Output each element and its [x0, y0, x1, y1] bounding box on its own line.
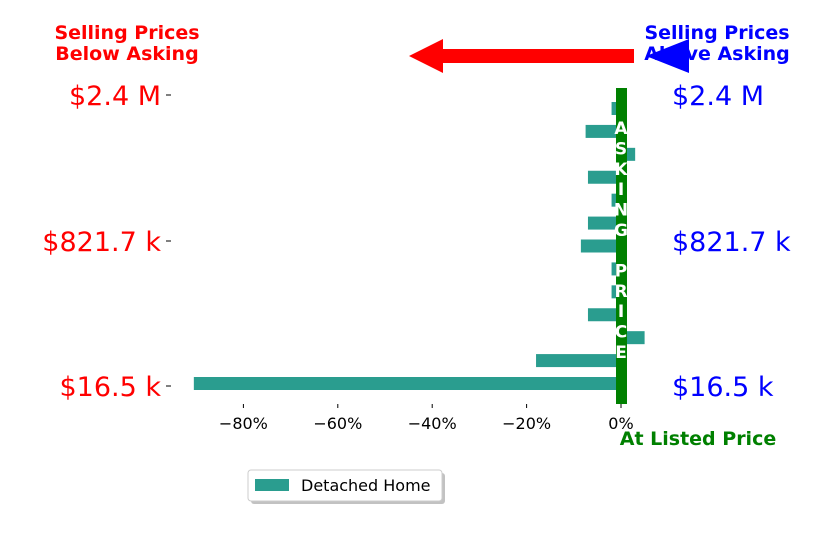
bars — [193, 102, 645, 390]
x-tick-label: −40% — [408, 414, 457, 433]
bar — [587, 170, 621, 184]
vertical-letter: S — [615, 139, 627, 159]
price-label-right: $821.7 k — [672, 227, 791, 258]
x-axis: −80% −60% −40% −20% 0% — [219, 404, 634, 433]
price-label-left: $2.4 M — [69, 81, 161, 112]
x-tick-label: −20% — [502, 414, 551, 433]
vertical-letter: I — [618, 302, 624, 322]
bar — [536, 354, 621, 368]
vertical-letter: R — [614, 282, 627, 302]
bar — [587, 216, 621, 230]
bar — [193, 377, 621, 390]
vertical-letter: I — [618, 180, 624, 200]
left-arrow-icon — [409, 39, 634, 73]
bar — [585, 124, 621, 138]
legend: Detached Home — [247, 469, 445, 504]
right-arrow-icon — [646, 39, 689, 73]
below-asking-label-line1: Selling Prices — [54, 22, 199, 44]
vertical-letter: K — [614, 160, 628, 180]
vertical-letter: E — [615, 343, 627, 363]
vertical-letter: G — [614, 221, 628, 241]
vertical-letter: A — [614, 119, 628, 139]
legend-label: Detached Home — [301, 476, 431, 495]
price-label-right: $16.5 k — [672, 372, 774, 403]
x-tick-label: 0% — [608, 414, 633, 433]
price-label-left: $821.7 k — [42, 227, 161, 258]
asking-price-line — [616, 88, 627, 404]
vertical-letter: C — [615, 323, 627, 343]
at-listed-price-label: At Listed Price — [620, 428, 776, 450]
price-label-right: $2.4 M — [672, 81, 764, 112]
x-tick-label: −80% — [219, 414, 268, 433]
vertical-letter: N — [614, 201, 628, 221]
bar — [587, 308, 621, 322]
legend-swatch — [255, 479, 289, 491]
vertical-letter: P — [615, 261, 627, 281]
price-label-left: $16.5 k — [59, 372, 161, 403]
x-tick-label: −60% — [313, 414, 362, 433]
above-asking-label-line1: Selling Prices — [644, 22, 789, 44]
bar — [580, 239, 621, 253]
below-asking-label-line2: Below Asking — [55, 43, 198, 65]
